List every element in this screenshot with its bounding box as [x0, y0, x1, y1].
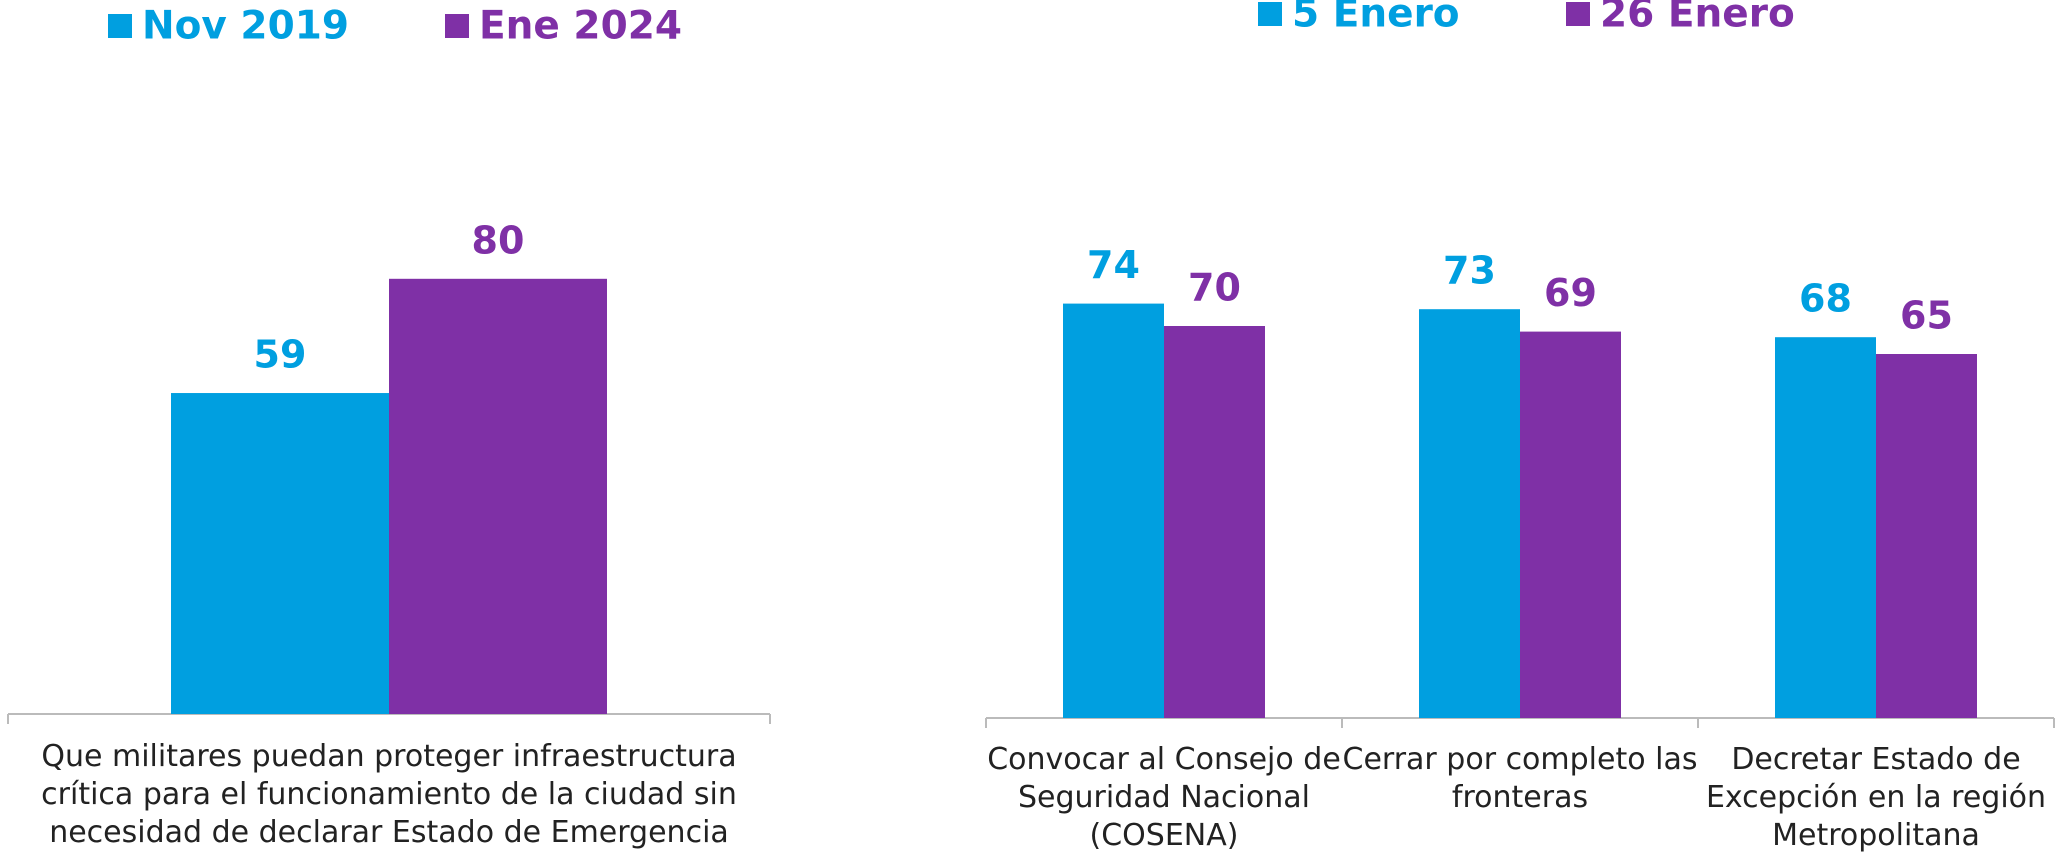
value-label: 59 — [254, 333, 307, 377]
legend-swatch — [1566, 2, 1590, 26]
bar — [389, 278, 607, 714]
legend-swatch — [1258, 2, 1282, 26]
bar — [1419, 309, 1520, 718]
bar — [1063, 303, 1164, 718]
legend-label: Nov 2019 — [142, 4, 349, 49]
legend-label: 26 Enero — [1600, 0, 1795, 37]
legend-label: Ene 2024 — [479, 4, 682, 49]
category-label: Decretar Estado de Excepción en la regió… — [1705, 742, 2047, 853]
legend-swatch — [108, 14, 132, 38]
bar — [171, 393, 389, 714]
value-label: 69 — [1544, 271, 1597, 315]
bar — [1520, 331, 1621, 718]
value-label: 74 — [1087, 243, 1140, 287]
legend-swatch — [445, 14, 469, 38]
value-label: 80 — [472, 218, 525, 262]
bar — [1164, 326, 1265, 718]
value-label: 68 — [1799, 277, 1852, 321]
value-label: 65 — [1900, 294, 1953, 338]
value-label: 70 — [1188, 266, 1241, 310]
category-label: Convocar al Consejo de Seguridad Naciona… — [987, 742, 1341, 853]
category-label: Cerrar por completo las fronteras — [1342, 742, 1698, 815]
legend-label: 5 Enero — [1292, 0, 1460, 37]
value-label: 73 — [1443, 249, 1496, 293]
category-label: Que militares puedan proteger infraestru… — [41, 739, 737, 850]
bar — [1775, 337, 1876, 718]
bar — [1876, 354, 1977, 718]
